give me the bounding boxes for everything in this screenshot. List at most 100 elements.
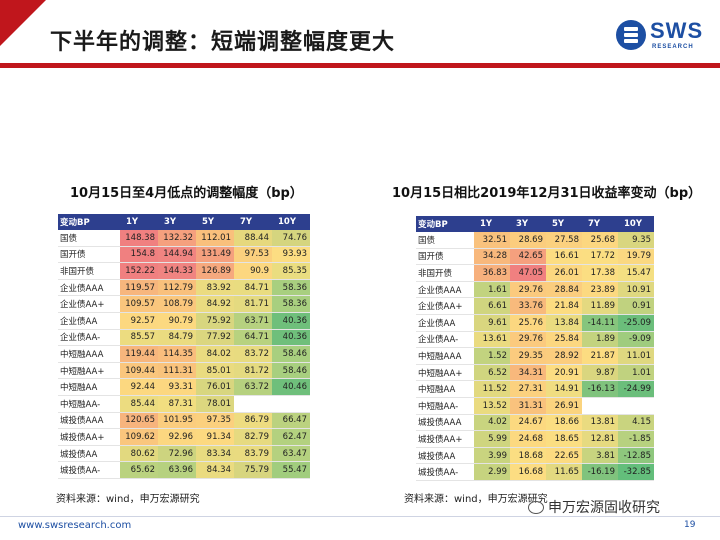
- heatmap-cell: 75.92: [196, 312, 234, 330]
- table-row: 企业债AA 92.57 90.79 75.92 63.71 40.36: [58, 312, 310, 330]
- heatmap-cell: 24.68: [510, 430, 546, 448]
- heatmap-cell: 23.89: [582, 281, 618, 299]
- heatmap-cell: 92.57: [120, 312, 158, 330]
- heatmap-cell: 29.76: [510, 331, 546, 349]
- heatmap-cell: 17.72: [582, 248, 618, 266]
- heatmap-cell: 25.84: [546, 331, 582, 349]
- row-label: 企业债AA-: [58, 329, 120, 347]
- heatmap-cell: 97.35: [196, 412, 234, 430]
- heatmap-cell: 74.76: [272, 230, 310, 247]
- header-rule: [0, 63, 720, 68]
- table-row: 中短融AAA 119.44 114.35 84.02 83.72 58.46: [58, 345, 310, 363]
- heatmap-cell: 75.79: [234, 461, 272, 479]
- header-tenor-cell: 3Y: [158, 214, 196, 230]
- header-label-cell: 变动BP: [416, 216, 474, 232]
- heatmap-cell: -25.09: [618, 314, 654, 332]
- heatmap-cell: 34.28: [474, 248, 510, 266]
- heatmap-cell: 21.87: [582, 347, 618, 365]
- heatmap-cell: 12.81: [582, 430, 618, 448]
- table-row: 中短融AA+ 109.44 111.31 85.01 81.72 58.46: [58, 362, 310, 380]
- page-title: 下半年的调整：短端调整幅度更大: [50, 30, 396, 55]
- heatmap-cell: 24.67: [510, 414, 546, 432]
- watermark-text: 申万宏源固收研究: [548, 500, 660, 516]
- row-label: 城投债AA: [416, 447, 474, 465]
- heatmap-cell: -12.85: [618, 447, 654, 465]
- table-row: 企业债AAA 119.57 112.79 83.92 84.71 58.36: [58, 279, 310, 297]
- heatmap-cell: 85.35: [272, 262, 310, 280]
- corner-accent: [0, 0, 46, 46]
- heatmap-cell: 18.65: [546, 430, 582, 448]
- heatmap-cell: 108.79: [158, 295, 196, 313]
- heatmap-cell: [618, 397, 654, 415]
- page-number: 19: [684, 520, 696, 530]
- row-label: 城投债AA: [58, 445, 120, 463]
- heatmap-cell: 86.79: [234, 412, 272, 430]
- row-label: 中短融AA+: [58, 362, 120, 380]
- heatmap-cell: 13.52: [474, 397, 510, 415]
- heatmap-cell: 6.61: [474, 297, 510, 315]
- row-label: 非国开债: [58, 262, 120, 280]
- heatmap-cell: 31.31: [510, 397, 546, 415]
- wechat-watermark: 申万宏源固收研究: [528, 497, 660, 517]
- heatmap-cell: 21.84: [546, 297, 582, 315]
- sws-logo-icon: [616, 20, 646, 50]
- row-label: 城投债AAA: [416, 414, 474, 432]
- heatmap-cell: 11.01: [618, 347, 654, 365]
- heatmap-cell: 91.34: [196, 428, 234, 446]
- heatmap-cell: 101.95: [158, 412, 196, 430]
- heatmap-cell: 83.79: [234, 445, 272, 463]
- heatmap-cell: 114.35: [158, 345, 196, 363]
- heatmap-cell: 144.33: [158, 262, 196, 280]
- heatmap-cell: 27.58: [546, 232, 582, 249]
- heatmap-cell: 34.31: [510, 364, 546, 382]
- table-row: 企业债AA+ 109.57 108.79 84.92 81.71 58.36: [58, 295, 310, 313]
- table-row: 企业债AA- 13.61 29.76 25.84 1.89 -9.09: [416, 331, 654, 349]
- heatmap-cell: 84.71: [234, 279, 272, 297]
- table-row: 国开债 34.28 42.65 16.61 17.72 19.79: [416, 248, 654, 266]
- heatmap-cell: 58.36: [272, 295, 310, 313]
- row-label: 中短融AA-: [416, 397, 474, 415]
- heatmap-cell: 109.57: [120, 295, 158, 313]
- heatmap-cell: 25.76: [510, 314, 546, 332]
- heatmap-cell: 63.72: [234, 378, 272, 396]
- table-row: 城投债AA 80.62 72.96 83.34 83.79 63.47: [58, 445, 310, 463]
- row-label: 城投债AA+: [58, 428, 120, 446]
- heatmap-cell: 16.61: [546, 248, 582, 266]
- heatmap-cell: 15.47: [618, 264, 654, 282]
- heatmap-cell: [272, 395, 310, 413]
- table-row: 企业债AAA 1.61 29.76 28.84 23.89 10.91: [416, 281, 654, 299]
- row-label: 中短融AA-: [58, 395, 120, 413]
- heatmap-cell: -14.11: [582, 314, 618, 332]
- heatmap-cell: 132.32: [158, 230, 196, 247]
- header-tenor-cell: 7Y: [582, 216, 618, 232]
- heatmap-cell: 63.96: [158, 461, 196, 479]
- heatmap-cell: 55.47: [272, 461, 310, 479]
- row-label: 企业债AA+: [416, 297, 474, 315]
- row-label: 中短融AAA: [416, 347, 474, 365]
- heatmap-cell: 26.01: [546, 264, 582, 282]
- heatmap-cell: 131.49: [196, 246, 234, 264]
- heatmap-cell: -24.99: [618, 380, 654, 398]
- heatmap-cell: 9.35: [618, 232, 654, 249]
- heatmap-cell: 63.71: [234, 312, 272, 330]
- heatmap-cell: 148.38: [120, 230, 158, 247]
- heatmap-cell: 85.57: [120, 329, 158, 347]
- logo-subtext: RESEARCH: [652, 44, 694, 50]
- heatmap-cell: -9.09: [618, 331, 654, 349]
- heatmap-cell: 22.65: [546, 447, 582, 465]
- heatmap-cell: 112.79: [158, 279, 196, 297]
- row-label: 企业债AA: [416, 314, 474, 332]
- table-row: 企业债AA+ 6.61 33.76 21.84 11.89 0.91: [416, 297, 654, 315]
- right-source-note: 资料来源：wind，申万宏源研究: [404, 494, 548, 505]
- table-row: 非国开债 152.22 144.33 126.89 90.9 85.35: [58, 262, 310, 280]
- heatmap-cell: 58.36: [272, 279, 310, 297]
- header-tenor-cell: 10Y: [618, 216, 654, 232]
- heatmap-cell: 40.36: [272, 329, 310, 347]
- table-row: 国债 148.38 132.32 112.01 88.44 74.76: [58, 230, 310, 247]
- heatmap-cell: 4.15: [618, 414, 654, 432]
- heatmap-cell: 62.47: [272, 428, 310, 446]
- heatmap-cell: 83.72: [234, 345, 272, 363]
- heatmap-cell: 1.89: [582, 331, 618, 349]
- table-row: 中短融AA+ 6.52 34.31 20.91 9.87 1.01: [416, 364, 654, 382]
- heatmap-cell: 97.53: [234, 246, 272, 264]
